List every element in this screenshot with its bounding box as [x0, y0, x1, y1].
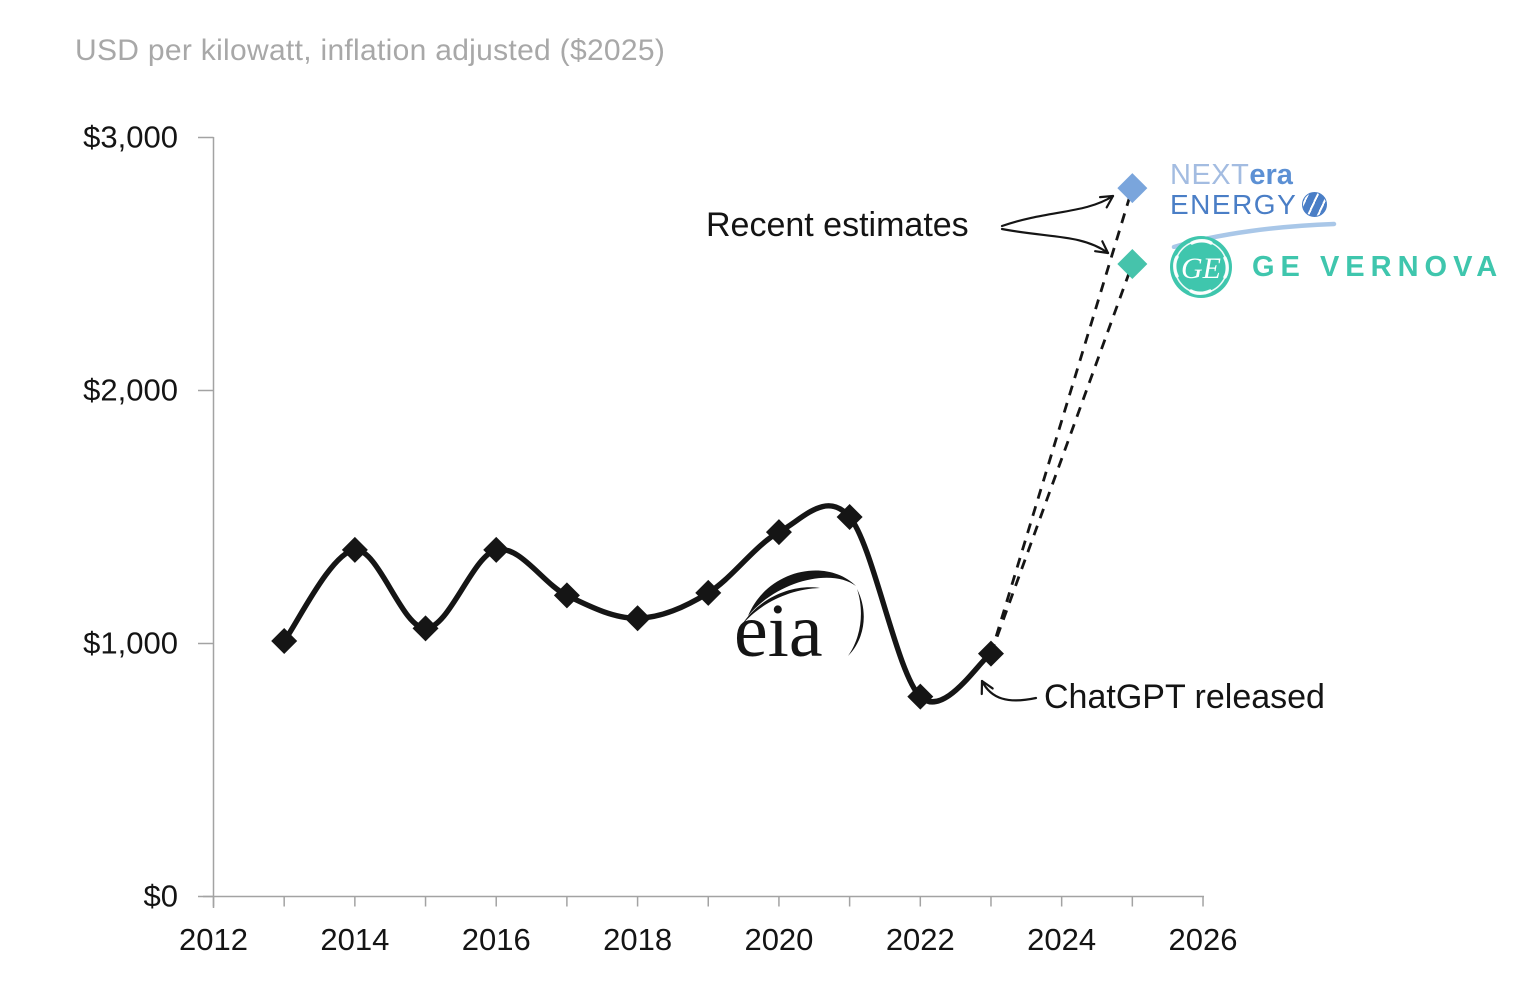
data-point-marker	[695, 579, 722, 606]
nextera-era-text: era	[1249, 159, 1293, 191]
data-point-marker	[412, 615, 439, 642]
x-axis-tick-label: 2022	[885, 922, 955, 957]
ge-vernova-logo: GE GE VERNOVA	[1170, 236, 1503, 298]
annotation-arrow	[980, 679, 1038, 702]
eia-swoosh-lower	[741, 587, 820, 626]
y-axis-tick-label: $1,000	[83, 624, 178, 660]
y-axis-tick-label: $2,000	[83, 371, 178, 407]
chatgpt-released-annotation: ChatGPT released	[1044, 678, 1325, 716]
data-point-marker	[341, 536, 368, 563]
annotation-arrowhead	[980, 679, 994, 696]
eia-swoosh-right	[848, 589, 864, 656]
nextera-energy-logo: NEXTera ENERGY	[1170, 160, 1340, 255]
data-point-marker	[765, 519, 792, 546]
price-curve	[281, 503, 994, 705]
x-axis-tick-label: 2024	[1027, 922, 1097, 957]
x-axis-tick-label: 2012	[179, 922, 248, 957]
data-point-marker	[553, 582, 580, 609]
y-axis-tick-label: $3,000	[83, 118, 178, 154]
ge-vernova-text: GE VERNOVA	[1252, 250, 1504, 283]
data-point-marker	[483, 536, 510, 563]
eia-logo-text: eia	[734, 589, 823, 670]
nextera-wordmark-line1: NEXTera	[1170, 160, 1340, 190]
eia-logo-graphic: eia	[734, 570, 864, 673]
x-axis-tick-label: 2014	[320, 922, 390, 957]
x-axis-tick-label: 2018	[603, 922, 673, 957]
estimate-connector-line	[989, 263, 1134, 655]
data-point-marker	[907, 683, 934, 710]
estimate-connector-line	[989, 187, 1134, 655]
ge-vernova-estimate-marker	[1117, 249, 1148, 279]
annotation-arrow	[1000, 194, 1115, 228]
eia-logo: eia	[728, 552, 878, 673]
recent-estimates-annotation: Recent estimates	[706, 206, 969, 244]
data-point-marker	[271, 627, 298, 654]
annotation-arrow	[1000, 227, 1110, 255]
eia-swoosh-upper	[748, 570, 856, 616]
annotation-arrowhead	[1098, 194, 1115, 209]
nextera-wordmark-line2: ENERGY	[1170, 190, 1340, 219]
x-axis-tick-label: 2016	[461, 922, 531, 957]
x-axis-tick-label: 2026	[1168, 922, 1238, 957]
data-point-marker	[977, 640, 1004, 667]
data-point-marker	[836, 504, 863, 530]
nextera-energy-text: ENERGY	[1170, 189, 1298, 221]
page-title: USD per kilowatt, inflation adjusted ($2…	[75, 34, 666, 67]
nextera-globe-icon	[1302, 192, 1328, 218]
ge-monogram-text: GE	[1181, 252, 1221, 285]
annotation-arrowhead	[1094, 240, 1110, 255]
y-axis-tick-label: $0	[143, 877, 178, 913]
data-point-marker	[624, 605, 651, 632]
nextera-next-text: NEXT	[1170, 159, 1250, 191]
nextera-energy-estimate-marker	[1117, 173, 1148, 204]
x-axis-tick-label: 2020	[744, 922, 814, 957]
ge-monogram-icon: GE	[1170, 236, 1232, 298]
